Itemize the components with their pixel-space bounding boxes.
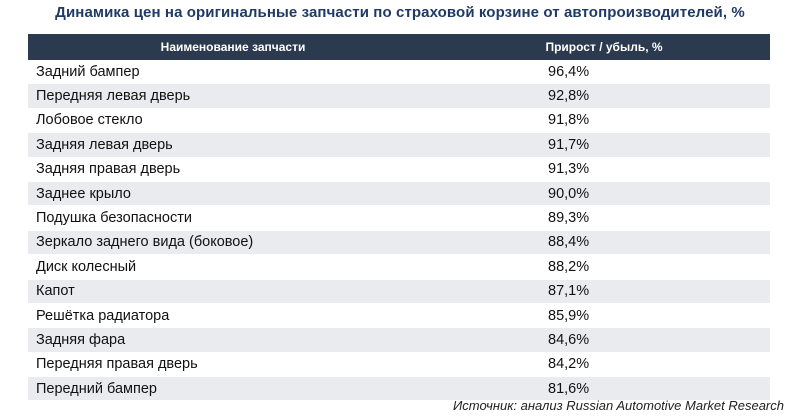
value-cell: 91,3%: [548, 161, 590, 178]
part-name-cell: Задняя левая дверь: [36, 136, 173, 153]
value-cell: 91,8%: [548, 112, 590, 129]
table-header: Наименование запчасти Прирост / убыль, %: [28, 34, 770, 60]
part-name-cell: Заднее крыло: [36, 185, 131, 202]
part-name-cell: Передний бампер: [36, 380, 157, 397]
table-row: Диск колесный 88,2%: [28, 255, 770, 280]
value-cell: 89,3%: [548, 210, 590, 227]
part-name-cell: Задний бампер: [36, 63, 140, 80]
table-row: Задняя левая дверь 91,7%: [28, 133, 770, 158]
table-row: Задняя фара 84,6%: [28, 328, 770, 353]
part-name-cell: Зеркало заднего вида (боковое): [36, 234, 254, 251]
price-table: Наименование запчасти Прирост / убыль, %…: [28, 34, 770, 402]
table-body: Задний бампер 96,4% Передняя левая дверь 92…: [28, 60, 770, 402]
part-name-cell: Задняя правая дверь: [36, 161, 181, 178]
part-name-cell: Передняя левая дверь: [36, 88, 191, 105]
value-cell: 84,6%: [548, 331, 590, 348]
value-cell: 88,4%: [548, 234, 590, 251]
table-row: Лобовое стекло 91,8%: [28, 108, 770, 134]
value-cell: 87,1%: [548, 283, 590, 300]
table-row: Заднее крыло 90,0%: [28, 181, 770, 207]
value-cell: 90,0%: [548, 185, 590, 202]
column-header-part-name: Наименование запчасти: [160, 40, 306, 54]
table-row: Решётка радиатора 85,9%: [28, 303, 770, 329]
table-row: Задний бампер 96,4%: [28, 60, 770, 85]
part-name-cell: Лобовое стекло: [36, 112, 143, 129]
value-cell: 91,7%: [548, 136, 590, 153]
part-name-cell: Диск колесный: [36, 258, 137, 275]
column-header-change: Прирост / убыль, %: [545, 40, 663, 54]
value-cell: 88,2%: [548, 258, 590, 275]
table-row: Капот 87,1%: [28, 279, 770, 304]
source-note: Источник: анализ Russian Automotive Mark…: [452, 398, 784, 413]
value-cell: 85,9%: [548, 307, 590, 324]
table-row: Передняя правая дверь 84,2%: [28, 352, 770, 378]
part-name-cell: Капот: [36, 283, 75, 300]
value-cell: 84,2%: [548, 356, 590, 373]
chart-title: Динамика цен на оригинальные запчасти по…: [55, 4, 745, 21]
part-name-cell: Решётка радиатора: [36, 307, 170, 324]
part-name-cell: Подушка безопасности: [36, 210, 192, 227]
table-row: Зеркало заднего вида (боковое) 88,4%: [28, 230, 770, 256]
table-row: Подушка безопасности 89,3%: [28, 206, 770, 231]
value-cell: 81,6%: [548, 380, 590, 397]
part-name-cell: Передняя правая дверь: [36, 356, 198, 373]
value-cell: 92,8%: [548, 88, 590, 105]
value-cell: 96,4%: [548, 63, 590, 80]
table-row: Задняя правая дверь 91,3%: [28, 157, 770, 182]
part-name-cell: Задняя фара: [36, 331, 126, 348]
table-row: Передний бампер 81,6%: [28, 377, 770, 402]
table-row: Передняя левая дверь 92,8%: [28, 84, 770, 109]
